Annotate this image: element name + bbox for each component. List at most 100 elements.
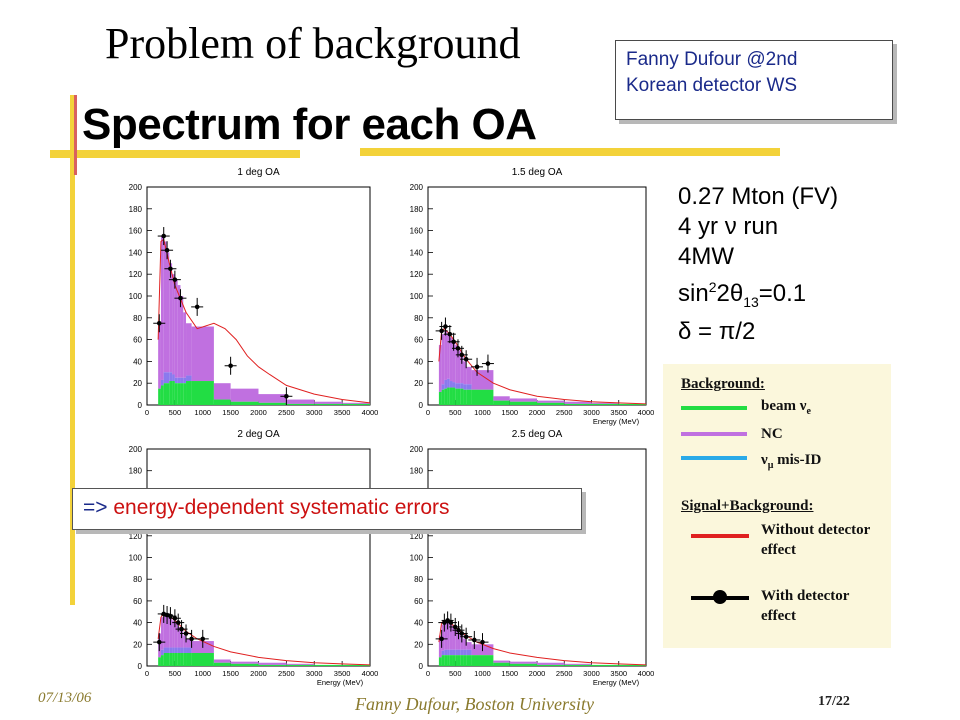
bar-beam-ve-segment xyxy=(449,655,453,666)
x-tick-label: 1500 xyxy=(501,408,518,417)
bar-total-segment xyxy=(230,388,259,402)
bar-total-segment xyxy=(463,361,467,385)
data-point-with-detector xyxy=(463,356,469,362)
bar-nc-segment xyxy=(463,384,467,390)
legend-vmu-misid: νμ mis-ID xyxy=(761,452,822,471)
bar-beam-ve-segment xyxy=(509,401,537,405)
y-tick-label: 80 xyxy=(414,314,423,323)
bar-nc-segment xyxy=(172,647,175,653)
bar-nc-segment xyxy=(455,383,458,389)
y-tick-label: 180 xyxy=(410,467,424,476)
bar-beam-ve-segment xyxy=(438,657,442,666)
bar-beam-ve-segment xyxy=(457,655,461,666)
bar-nc-segment xyxy=(186,375,192,382)
legend-beam-ve: beam νe xyxy=(761,398,811,417)
x-tick-label: 500 xyxy=(169,669,182,678)
data-point-with-detector xyxy=(472,637,477,643)
bar-total-segment xyxy=(509,398,537,402)
decor-bar-vertical xyxy=(70,95,75,605)
legend-marker-with xyxy=(713,590,727,604)
bar-beam-ve-segment xyxy=(452,655,456,666)
bar-nc-segment xyxy=(180,647,184,653)
bar-nc-segment xyxy=(441,650,445,656)
bar-total-segment xyxy=(180,296,184,378)
bar-beam-ve-segment xyxy=(163,652,167,666)
y-tick-label: 0 xyxy=(419,662,424,671)
y-tick-label: 100 xyxy=(410,292,424,301)
x-tick-label: 500 xyxy=(169,408,182,417)
y-tick-label: 200 xyxy=(410,445,424,454)
bar-beam-ve-segment xyxy=(460,655,464,666)
data-point-with-detector xyxy=(443,324,448,329)
legend-line-beam-ve xyxy=(681,406,747,410)
x-tick-label: 4000 xyxy=(362,408,379,417)
y-tick-label: 20 xyxy=(414,379,423,388)
bar-beam-ve-segment xyxy=(183,383,187,405)
param-mass: 0.27 Mton (FV) xyxy=(678,183,839,210)
bar-total-segment xyxy=(444,620,448,650)
bar-beam-ve-segment xyxy=(258,664,287,666)
bar-total-segment xyxy=(186,638,192,648)
param-theta13: sin22θ13=0.1 xyxy=(678,279,807,310)
x-tick-label: 4000 xyxy=(638,669,655,678)
bar-beam-ve-segment xyxy=(160,385,164,405)
bar-nc-segment xyxy=(449,381,453,388)
bar-total-segment xyxy=(186,323,192,376)
bar-beam-ve-segment xyxy=(230,663,259,666)
bar-nc-segment xyxy=(457,383,461,389)
legend-with-2: effect xyxy=(761,608,796,624)
bar-beam-ve-segment xyxy=(172,652,175,666)
bar-nc-segment xyxy=(163,647,167,653)
bar-nc-segment xyxy=(460,649,464,656)
bar-total-segment xyxy=(471,370,494,390)
bar-nc-segment xyxy=(183,647,187,653)
legend-with-1: With detector xyxy=(761,588,850,604)
bar-nc-segment xyxy=(466,384,472,390)
bar-total-segment xyxy=(466,366,472,385)
data-point-with-detector xyxy=(284,393,289,399)
bar-beam-ve-segment xyxy=(449,387,453,405)
bar-nc-segment xyxy=(457,649,461,656)
bar-beam-ve-segment xyxy=(314,403,343,405)
y-tick-label: 200 xyxy=(129,183,143,192)
bar-beam-ve-segment xyxy=(463,389,467,405)
data-point-with-detector xyxy=(189,636,194,642)
bar-total-segment xyxy=(286,663,315,665)
bar-nc-segment xyxy=(466,649,472,656)
y-tick-label: 100 xyxy=(410,554,424,563)
bar-beam-ve-segment xyxy=(183,652,187,666)
decor-bar-horizontal-left xyxy=(50,150,300,158)
bar-beam-ve-segment xyxy=(172,381,175,405)
bar-beam-ve-segment xyxy=(471,389,494,405)
bar-total-segment xyxy=(537,400,565,403)
bar-beam-ve-segment xyxy=(169,652,173,666)
bar-beam-ve-segment xyxy=(618,664,646,666)
decor-bar-red xyxy=(74,95,77,175)
legend-background-heading: Background: xyxy=(681,376,765,392)
bar-total-segment xyxy=(172,274,175,375)
x-tick-label: 3500 xyxy=(334,669,351,678)
bar-nc-segment xyxy=(452,382,456,388)
bar-total-segment xyxy=(441,334,445,385)
bar-beam-ve-segment xyxy=(230,401,259,405)
y-tick-label: 20 xyxy=(414,640,423,649)
x-tick-label: 2500 xyxy=(278,669,295,678)
bar-beam-ve-segment xyxy=(166,652,170,666)
bar-nc-segment xyxy=(169,372,173,382)
x-tick-label: 3000 xyxy=(583,669,600,678)
data-point-with-detector xyxy=(179,626,184,632)
bar-nc-segment xyxy=(177,377,181,384)
bar-beam-ve-segment xyxy=(493,400,510,405)
bar-beam-ve-segment xyxy=(455,388,458,405)
bar-total-segment xyxy=(286,399,315,404)
data-point-with-detector xyxy=(168,266,173,272)
bar-beam-ve-segment xyxy=(466,389,472,405)
data-point-with-detector xyxy=(439,636,444,642)
bar-total-segment xyxy=(169,263,173,373)
bar-nc-segment xyxy=(452,649,456,656)
legend-without-1: Without detector xyxy=(761,522,871,538)
bar-beam-ve-segment xyxy=(180,383,184,405)
bar-nc-segment xyxy=(180,377,184,384)
bar-total-segment xyxy=(455,630,458,650)
y-tick-label: 180 xyxy=(129,205,143,214)
